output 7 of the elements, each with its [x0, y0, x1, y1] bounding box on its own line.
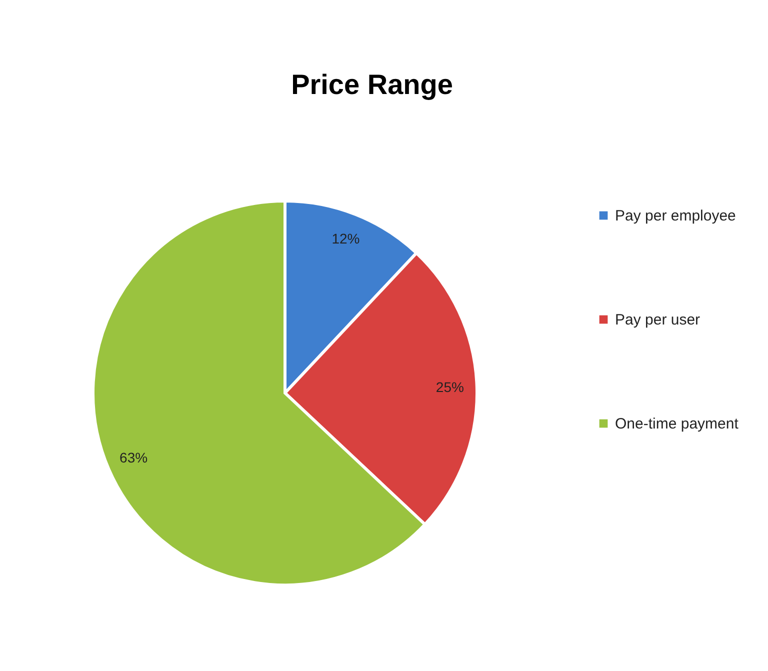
- data-label: 12%: [332, 230, 360, 247]
- data-label: 25%: [436, 378, 464, 395]
- chart-title: Price Range: [291, 69, 453, 100]
- legend-label: Pay per employee: [615, 208, 736, 224]
- legend-label: Pay per user: [615, 312, 700, 328]
- legend-label: One-time payment: [615, 416, 740, 432]
- data-label: 63%: [120, 450, 148, 466]
